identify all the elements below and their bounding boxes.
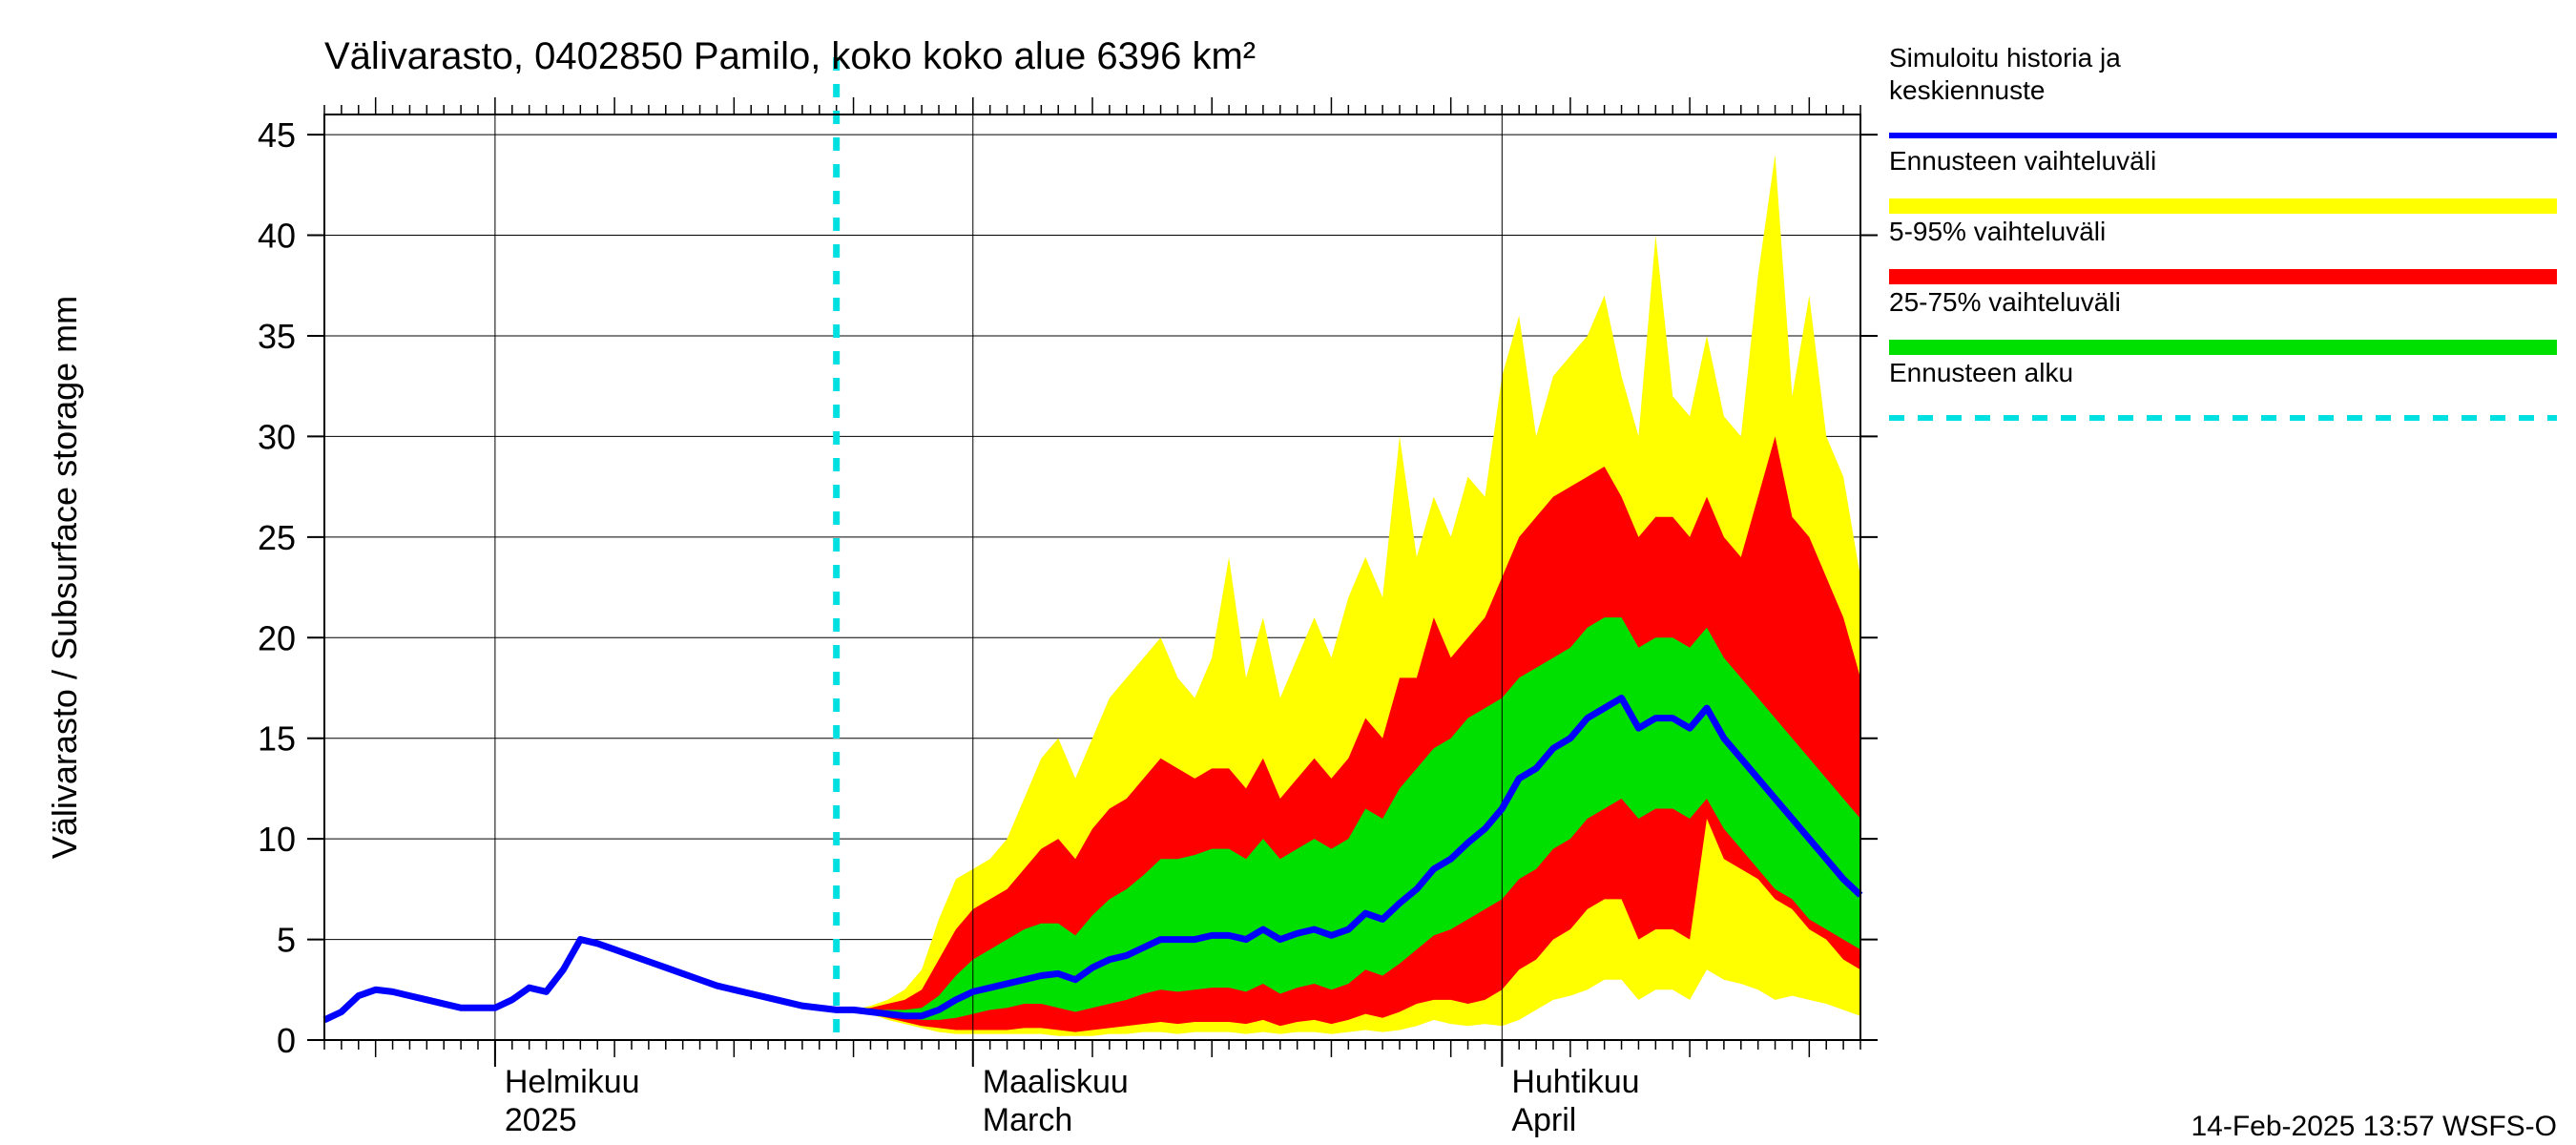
chart-title: Välivarasto, 0402850 Pamilo, koko koko a… (324, 35, 1256, 77)
footer-timestamp: 14-Feb-2025 13:57 WSFS-O (2191, 1111, 2557, 1142)
ytick-label: 40 (258, 217, 296, 256)
legend-label: Ennusteen vaihteluväli (1889, 146, 2156, 176)
legend-label: keskiennuste (1889, 75, 2045, 105)
x-label-year: 2025 (505, 1102, 577, 1138)
ytick-label: 15 (258, 719, 296, 759)
legend-label: Simuloitu historia ja (1889, 43, 2121, 73)
ytick-label: 5 (277, 921, 296, 960)
x-label-apr-fi: Huhtikuu (1511, 1064, 1639, 1100)
legend-label: 5-95% vaihteluväli (1889, 217, 2106, 246)
forecast-chart: 051015202530354045Välivarasto, 0402850 P… (0, 0, 2576, 1145)
ytick-label: 20 (258, 618, 296, 657)
ytick-label: 35 (258, 317, 296, 356)
y-axis-label: Välivarasto / Subsurface storage mm (45, 296, 84, 859)
legend-label: Ennusteen alku (1889, 358, 2073, 387)
ytick-label: 0 (277, 1021, 296, 1060)
x-label-mar-en: March (983, 1102, 1072, 1138)
x-label-apr-en: April (1511, 1102, 1576, 1138)
ytick-label: 30 (258, 417, 296, 456)
legend-swatch (1889, 198, 2557, 214)
legend-label: 25-75% vaihteluväli (1889, 287, 2121, 317)
x-label-mar-fi: Maaliskuu (983, 1064, 1129, 1100)
ytick-label: 45 (258, 115, 296, 155)
chart-container: 051015202530354045Välivarasto, 0402850 P… (0, 0, 2576, 1145)
ytick-label: 10 (258, 820, 296, 859)
legend-swatch (1889, 269, 2557, 284)
ytick-label: 25 (258, 518, 296, 557)
legend-swatch (1889, 340, 2557, 355)
x-label-feb: Helmikuu (505, 1064, 640, 1100)
